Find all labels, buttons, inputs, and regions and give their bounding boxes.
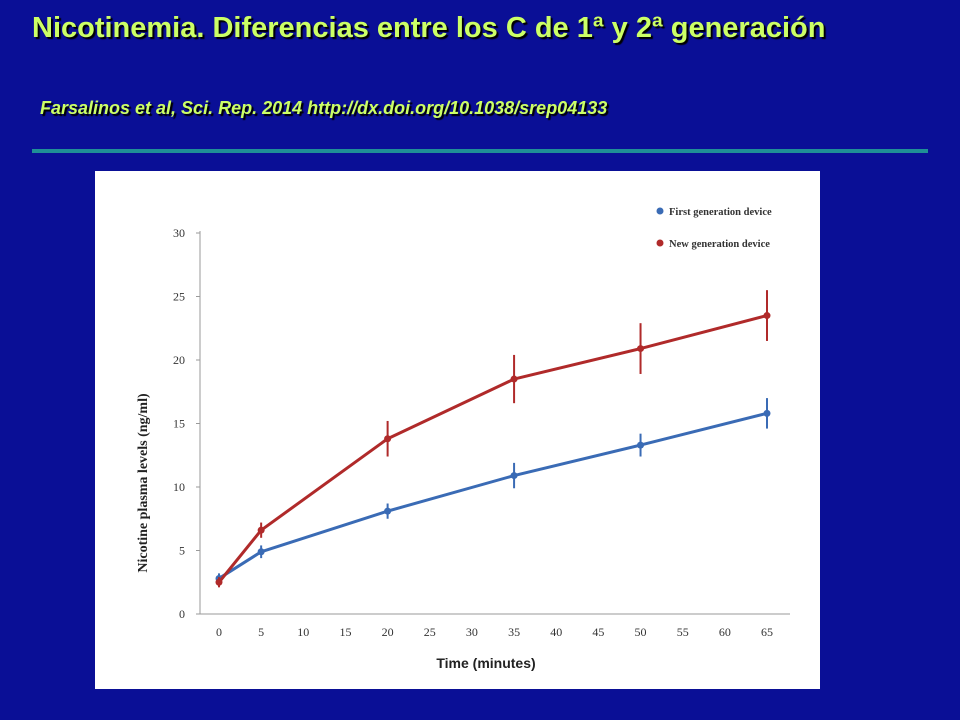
- y-tick-label: 15: [173, 417, 185, 431]
- series-new-generation: [215, 290, 771, 588]
- data-point: [763, 312, 771, 320]
- data-point: [384, 435, 392, 443]
- legend: First generation device New generation de…: [656, 207, 772, 250]
- x-tick-label: 45: [592, 625, 604, 639]
- data-point: [257, 548, 265, 556]
- data-point: [763, 409, 771, 417]
- x-tick-label: 35: [508, 625, 520, 639]
- series-first-generation: [215, 398, 771, 584]
- x-tick-label: 50: [635, 625, 647, 639]
- data-point: [257, 526, 265, 534]
- slide-subtitle: Farsalinos et al, Sci. Rep. 2014 http://…: [40, 98, 608, 118]
- x-tick-label: 65: [761, 625, 773, 639]
- x-tick-label: 20: [382, 625, 394, 639]
- x-tick-label: 40: [550, 625, 562, 639]
- data-point: [510, 375, 518, 383]
- legend-label: First generation device: [669, 207, 772, 218]
- y-tick-label: 20: [173, 353, 185, 367]
- legend-marker: [656, 239, 664, 247]
- y-tick-label: 10: [173, 480, 185, 494]
- chart-panel: 0 5 10 15 20 25 30 0 5 10 15 20 25 30 35 40 45 50 55 60 65 F…: [95, 171, 820, 689]
- x-tick-label: 30: [466, 625, 478, 639]
- legend-marker: [656, 207, 664, 215]
- x-axis-label: Time (minutes): [436, 655, 535, 671]
- nicotine-line-chart: 0 5 10 15 20 25 30 0 5 10 15 20 25 30 35 40 45 50 55 60 65 F…: [136, 207, 790, 671]
- data-point: [637, 441, 645, 449]
- x-tick-label: 5: [258, 625, 264, 639]
- x-tick-label: 60: [719, 625, 731, 639]
- y-tick-label: 30: [173, 226, 185, 240]
- axes: 0 5 10 15 20 25 30 0 5 10 15 20 25 30 35 40 45 50 55 60 65: [173, 226, 790, 639]
- data-point: [384, 507, 392, 515]
- x-tick-label: 0: [216, 625, 222, 639]
- x-tick-label: 25: [424, 625, 436, 639]
- y-tick-label: 25: [173, 290, 185, 304]
- y-tick-label: 0: [179, 607, 185, 621]
- legend-label: New generation device: [669, 239, 770, 250]
- data-point: [215, 578, 223, 586]
- series-line: [218, 411, 768, 580]
- y-axis-label: Nicotine plasma levels (ng/ml): [136, 393, 151, 573]
- x-tick-label: 15: [339, 625, 351, 639]
- y-tick-label: 5: [179, 544, 185, 558]
- x-tick-label: 55: [677, 625, 689, 639]
- slide-title: Nicotinemia. Diferencias entre los C de …: [32, 12, 826, 44]
- data-point: [510, 472, 518, 480]
- series-line: [217, 314, 768, 584]
- data-point: [637, 345, 645, 353]
- title-divider: [32, 149, 928, 153]
- series-layer: [215, 290, 771, 588]
- x-tick-label: 10: [297, 625, 309, 639]
